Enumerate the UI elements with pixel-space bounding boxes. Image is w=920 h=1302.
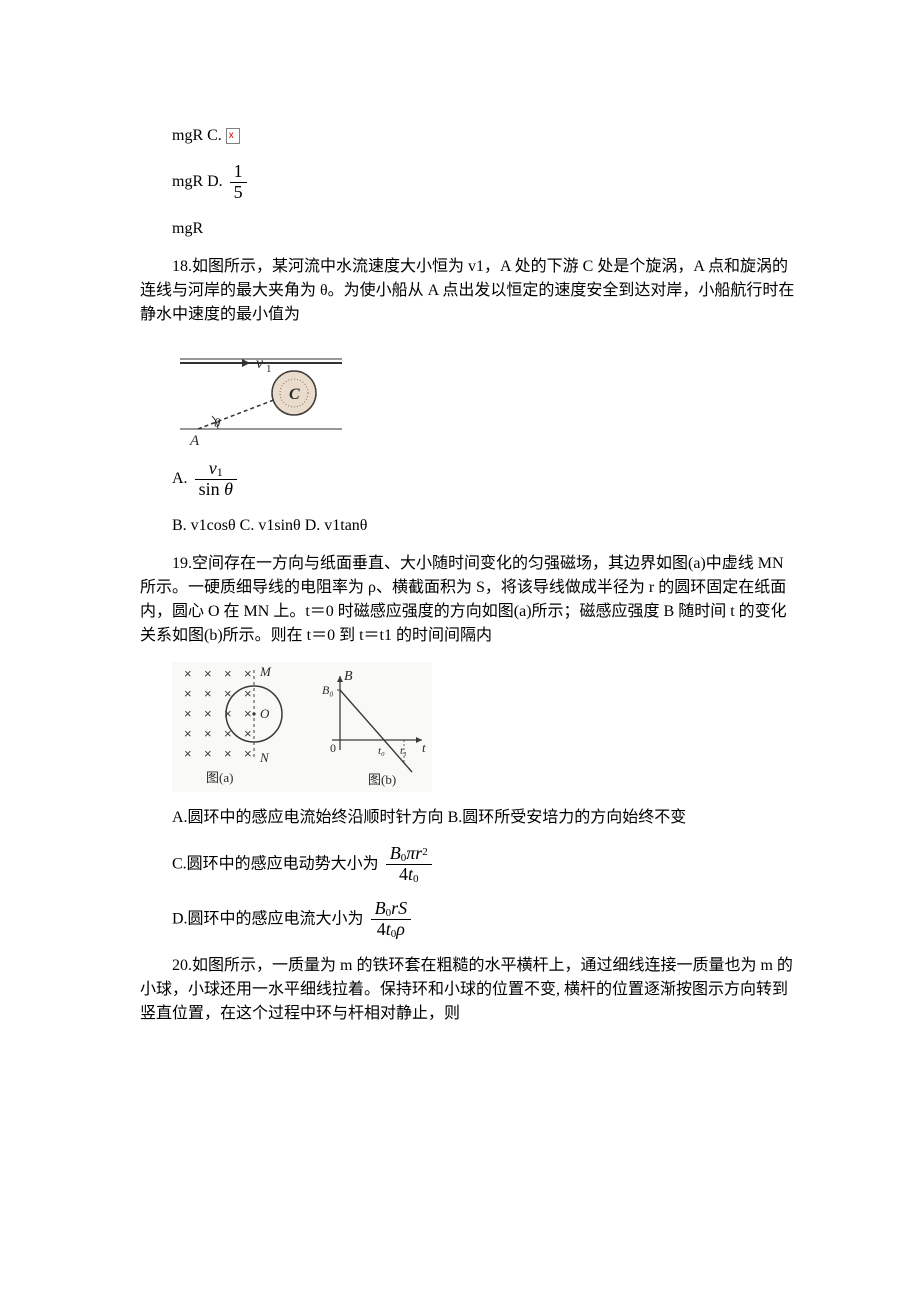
q18-options-bcd: B. v1cosθ C. v1sinθ D. v1tanθ [140, 514, 800, 538]
q19-body: 19.空间存在一方向与纸面垂直、大小随时间变化的匀强磁场，其边界如图(a)中虚线… [140, 552, 800, 648]
q18-option-b: B. v1cosθ [172, 517, 236, 534]
svg-text:t₁: t₁ [400, 745, 407, 757]
q18-a-fraction: v1 sin θ [195, 459, 237, 500]
q18-body: 18.如图所示，某河流中水流速度大小恒为 v1，A 处的下游 C 处是个旋涡，A… [140, 255, 800, 327]
svg-text:×: × [184, 726, 192, 741]
q19-c-pre: C.圆环中的感应电动势大小为 [172, 855, 383, 872]
svg-text:t₀: t₀ [378, 745, 385, 757]
svg-text:×: × [184, 746, 192, 761]
q18-option-d: D. v1tanθ [305, 517, 368, 534]
svg-text:B₀: B₀ [322, 683, 334, 697]
svg-text:O: O [260, 706, 270, 721]
q18-text: 如图所示，某河流中水流速度大小恒为 v1，A 处的下游 C 处是个旋涡，A 点和… [140, 258, 794, 323]
svg-text:θ: θ [214, 415, 221, 430]
frag-line3: mgR [172, 217, 800, 241]
q20-number: 20. [172, 957, 192, 974]
svg-text:×: × [244, 686, 252, 701]
svg-text:×: × [244, 706, 252, 721]
svg-text:C: C [289, 386, 300, 403]
q18-a-label: A. [172, 470, 188, 487]
svg-text:×: × [244, 746, 252, 761]
svg-text:×: × [184, 706, 192, 721]
svg-text:A: A [189, 433, 200, 449]
q18-number: 18. [172, 258, 192, 275]
svg-text:图(a): 图(a) [206, 770, 233, 785]
svg-text:图(b): 图(b) [368, 772, 396, 787]
q19-option-c: C.圆环中的感应电动势大小为 B0πr2 4t0 [140, 844, 800, 885]
svg-text:×: × [224, 706, 232, 721]
svg-text:1: 1 [266, 363, 272, 375]
svg-text:×: × [204, 746, 212, 761]
frag-line2-pre: mgR D. [172, 173, 227, 190]
svg-text:×: × [204, 726, 212, 741]
svg-text:×: × [204, 686, 212, 701]
q19-c-fraction: B0πr2 4t0 [386, 844, 432, 885]
q19-options-ab: A.圆环中的感应电流始终沿顺时针方向 B.圆环所受安培力的方向始终不变 [140, 806, 800, 830]
frag-line1-pre: mgR C. [172, 127, 226, 144]
broken-img-icon [226, 128, 240, 144]
svg-text:0: 0 [330, 741, 336, 755]
frag-line2: mgR D. 1 5 [172, 162, 800, 203]
q19-text: 空间存在一方向与纸面垂直、大小随时间变化的匀强磁场，其边界如图(a)中虚线 MN… [140, 555, 787, 644]
q19-d-fraction: B0rS 4t0ρ [371, 899, 412, 940]
q19-option-a: A.圆环中的感应电流始终沿顺时针方向 [172, 809, 444, 826]
svg-text:×: × [244, 726, 252, 741]
q20-body: 20.如图所示，一质量为 m 的铁环套在粗糙的水平横杆上，通过细线连接一质量也为… [140, 954, 800, 1026]
svg-text:M: M [259, 664, 272, 679]
q19-option-d: D.圆环中的感应电流大小为 B0rS 4t0ρ [140, 899, 800, 940]
q20-text: 如图所示，一质量为 m 的铁环套在粗糙的水平横杆上，通过细线连接一质量也为 m … [140, 957, 793, 1022]
svg-text:×: × [204, 666, 212, 681]
q19-option-b: B.圆环所受安培力的方向始终不变 [448, 809, 687, 826]
q18-figure: v 1 C A θ [172, 341, 800, 451]
svg-text:v: v [256, 355, 264, 372]
svg-text:B: B [344, 669, 353, 684]
svg-text:×: × [244, 666, 252, 681]
q19-number: 19. [172, 555, 192, 572]
svg-text:×: × [224, 746, 232, 761]
q19-figure: ×××× ×××× ×××× ×××× ×××× M N O 图(a) [172, 662, 800, 792]
svg-text:×: × [184, 686, 192, 701]
q18-option-c: C. v1sinθ [240, 517, 301, 534]
svg-text:×: × [184, 666, 192, 681]
svg-text:×: × [224, 666, 232, 681]
svg-text:N: N [259, 750, 270, 765]
q19-d-pre: D.圆环中的感应电流大小为 [172, 910, 368, 927]
svg-text:t: t [422, 740, 426, 755]
fraction-1-5: 1 5 [230, 162, 247, 203]
frag-line1: mgR C. [172, 124, 800, 148]
svg-text:×: × [204, 706, 212, 721]
q18-option-a: A. v1 sin θ [172, 459, 800, 500]
